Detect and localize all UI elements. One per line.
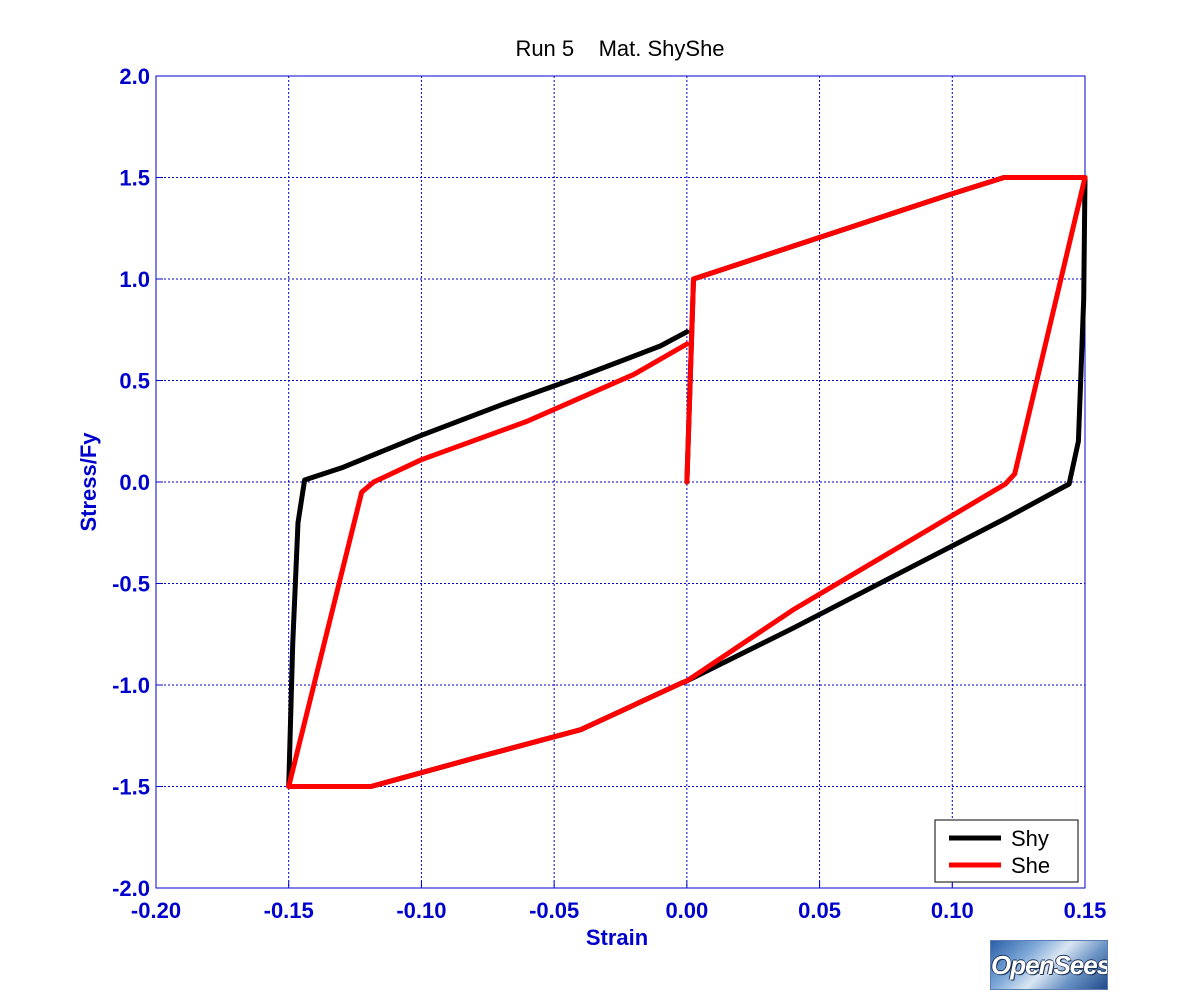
y-tick-label: -2.0	[112, 876, 150, 901]
y-tick-label: 1.0	[119, 267, 150, 292]
y-tick-label: 0.5	[119, 369, 150, 394]
x-tick-label: -0.15	[264, 898, 314, 923]
legend: ShyShe	[934, 819, 1079, 883]
x-axis-label: Strain	[586, 925, 648, 950]
y-tick-label: -1.5	[112, 775, 150, 800]
y-tick-label: -1.0	[112, 673, 150, 698]
chart-title: Run 5 Mat. ShyShe	[515, 36, 724, 61]
y-tick-label: 2.0	[119, 64, 150, 89]
tick-labels: -0.20 -0.15 -0.10 -0.05 0.00 0.05 0.10 0.15 -2.0…	[112, 64, 1106, 923]
x-tick-label: -0.05	[529, 898, 579, 923]
series-line-she	[286, 175, 1088, 789]
x-tick-label: -0.10	[396, 898, 446, 923]
y-tick-label: 1.5	[119, 166, 150, 191]
y-tick-label: 0.0	[119, 470, 150, 495]
legend-label-she: She	[1011, 853, 1050, 878]
y-tick-label: -0.5	[112, 572, 150, 597]
data-series	[286, 175, 1088, 789]
legend-box	[934, 819, 1079, 883]
x-tick-label: 0.10	[931, 898, 974, 923]
x-tick-label: 0.15	[1064, 898, 1107, 923]
x-tick-label: -0.20	[131, 898, 181, 923]
logo-text: OpenSees	[991, 950, 1108, 980]
opensees-logo: OpenSees	[990, 940, 1108, 990]
y-axis-label: Stress/Fy	[76, 432, 101, 532]
legend-label-shy: Shy	[1011, 826, 1049, 851]
x-tick-label: 0.00	[665, 898, 708, 923]
x-tick-label: 0.05	[798, 898, 841, 923]
